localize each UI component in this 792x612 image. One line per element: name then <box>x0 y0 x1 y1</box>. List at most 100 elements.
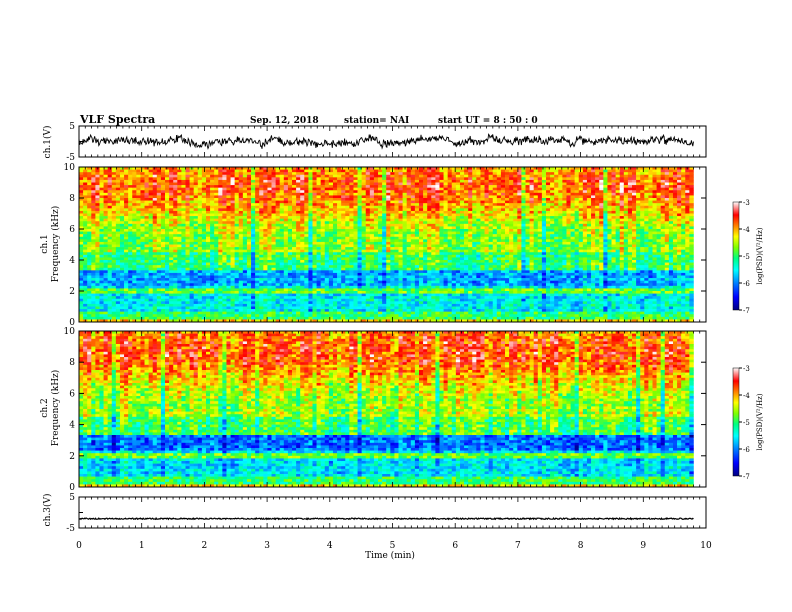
spectrogram-cell <box>132 218 137 222</box>
spectrogram-cell <box>328 306 334 310</box>
spectrogram-cell <box>263 267 268 271</box>
spectrogram-cell <box>341 177 346 181</box>
spectrogram-cell <box>378 303 383 307</box>
spectrogram-cell <box>115 174 121 178</box>
spectrogram-cell <box>386 200 391 204</box>
spectrogram-cell <box>193 192 199 196</box>
spectrogram-cell <box>242 221 248 225</box>
spectrogram-cell <box>210 283 215 287</box>
spectrogram-cell <box>230 234 235 238</box>
spectrogram-cell <box>115 234 121 238</box>
spectrogram-cell <box>189 265 194 269</box>
spectrogram-cell <box>312 190 317 194</box>
spectrogram-cell <box>279 221 285 225</box>
spectrogram-cell <box>181 192 186 196</box>
spectrogram-cell <box>394 179 399 183</box>
spectrogram-cell <box>267 288 272 292</box>
spectrogram-cell <box>165 169 170 173</box>
spectrogram-cell <box>251 182 256 186</box>
spectrogram-cell <box>373 213 379 217</box>
spectrogram-cell <box>91 185 96 188</box>
spectrogram-cell <box>275 231 281 235</box>
spectrogram-cell <box>165 319 170 323</box>
spectrogram-cell <box>226 203 231 207</box>
spectrogram-cell <box>124 236 129 240</box>
spectrogram-cell <box>337 241 342 245</box>
spectrogram-cell <box>341 218 346 222</box>
spectrogram-cell <box>337 285 342 289</box>
spectrogram-cell <box>210 221 215 225</box>
spectrogram-cell <box>136 252 141 256</box>
spectrogram-cell <box>345 172 350 176</box>
spectrogram-cell <box>103 226 108 230</box>
spectrogram-cell <box>201 203 207 207</box>
spectrogram-cell <box>410 208 416 212</box>
spectrogram-cell <box>312 247 317 250</box>
spectrogram-cell <box>382 200 387 204</box>
spectrogram-cell <box>337 267 342 271</box>
spectrogram-cell <box>259 257 264 261</box>
spectrogram-cell <box>214 280 219 284</box>
spectrogram-cell <box>259 236 264 240</box>
spectrogram-cell <box>378 260 383 263</box>
spectrogram-cell <box>373 314 379 318</box>
spectrogram-cell <box>87 311 92 315</box>
spectrogram-cell <box>406 270 412 274</box>
spectrogram-cell <box>83 185 88 188</box>
spectrogram-cell <box>95 241 100 245</box>
spectrogram-cell <box>394 244 399 248</box>
spectrogram-cell <box>345 301 350 305</box>
spectrogram-cell <box>267 221 272 225</box>
spectrogram-cell <box>361 218 367 222</box>
spectrogram-cell <box>287 239 293 243</box>
spectrogram-cell <box>160 192 166 196</box>
spectrogram-cell <box>136 236 141 240</box>
spectrogram-cell <box>402 280 408 284</box>
spectrogram-cell <box>189 303 194 307</box>
spectrogram-cell <box>152 179 158 183</box>
spectrogram-cell <box>382 309 387 312</box>
spectrogram-cell <box>87 172 92 176</box>
spectrogram-cell <box>369 221 375 225</box>
spectrogram-cell <box>410 314 416 318</box>
spectrogram-cell <box>107 311 113 315</box>
spectrogram-cell <box>279 260 285 263</box>
spectrogram-cell <box>128 309 133 312</box>
spectrogram-cell <box>341 303 346 307</box>
spectrogram-cell <box>115 301 121 305</box>
spectrogram-cell <box>304 192 309 196</box>
spectrogram-cell <box>287 172 293 176</box>
spectrogram-cell <box>111 223 117 227</box>
spectrogram-cell <box>79 179 84 183</box>
spectrogram-cell <box>156 203 162 207</box>
spectrogram-cell <box>349 314 354 318</box>
spectrogram-cell <box>111 265 117 269</box>
spectrogram-cell <box>369 198 375 201</box>
spectrogram-cell <box>255 192 260 196</box>
spectrogram-cell <box>152 314 158 318</box>
spectrogram-cell <box>185 306 190 310</box>
spectrogram-cell <box>230 187 235 191</box>
spectrogram-cell <box>292 306 297 310</box>
spectrogram-cell <box>304 249 309 253</box>
spectrogram-cell <box>386 185 391 188</box>
spectrogram-cell <box>91 239 96 243</box>
spectrogram-cell <box>83 283 88 287</box>
spectrogram-cell <box>328 182 334 186</box>
spectrogram-cell <box>304 306 309 310</box>
spectrogram-cell <box>83 309 88 312</box>
spectrogram-cell <box>222 249 227 253</box>
spectrogram-cell <box>337 311 342 315</box>
spectrogram-cell <box>279 257 285 261</box>
spectrogram-cell <box>201 241 207 245</box>
spectrogram-cell <box>115 311 121 315</box>
spectrogram-cell <box>373 234 379 238</box>
spectrogram-cell <box>152 234 158 238</box>
spectrogram-cell <box>218 311 223 315</box>
spectrogram-cell <box>292 190 297 194</box>
spectrogram-cell <box>345 252 350 256</box>
spectrogram-cell <box>312 309 317 312</box>
spectrogram-cell <box>353 260 358 263</box>
spectrogram-cell <box>79 177 84 181</box>
spectrogram-cell <box>99 174 104 178</box>
